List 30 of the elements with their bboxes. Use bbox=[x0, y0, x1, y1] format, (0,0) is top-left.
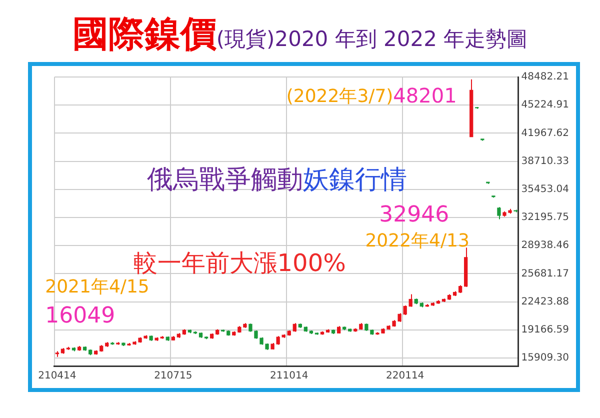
candlestick bbox=[497, 206, 501, 220]
annotation: 48201 bbox=[393, 83, 457, 108]
annotation: 較一年前大漲100% bbox=[133, 249, 346, 278]
y-tick-label: 22423.88 bbox=[521, 296, 570, 308]
annotation: 俄烏戰爭觸動 bbox=[147, 164, 304, 195]
chart-subtitle: (現貨)2020 年到 2022 年走勢圖 bbox=[216, 27, 528, 51]
x-tick-label: 210715 bbox=[154, 370, 192, 382]
annotation: (2022年3/7) bbox=[286, 86, 394, 107]
annotation: 2021年4/15 bbox=[45, 276, 150, 298]
y-tick-label: 19166.59 bbox=[521, 324, 570, 336]
x-tick-label: 210414 bbox=[38, 370, 76, 382]
y-tick-label: 38710.33 bbox=[521, 156, 570, 167]
y-tick-label: 25681.17 bbox=[521, 268, 570, 280]
candlestick bbox=[408, 294, 412, 308]
candlestick bbox=[403, 304, 407, 316]
y-tick-label: 41967.62 bbox=[521, 128, 570, 139]
y-tick-label: 28938.46 bbox=[521, 240, 570, 252]
annotation: 16049 bbox=[45, 304, 116, 329]
x-tick-label: 220114 bbox=[386, 370, 424, 382]
y-tick-label: 45224.91 bbox=[521, 100, 570, 111]
y-tick-label: 35453.04 bbox=[521, 184, 570, 196]
annotation: 32946 bbox=[379, 202, 450, 228]
chart-title: 國際鎳價 bbox=[72, 14, 216, 55]
x-tick-label: 211014 bbox=[270, 370, 308, 382]
y-tick-label: 48482.21 bbox=[521, 72, 570, 83]
y-tick-label: 32195.75 bbox=[521, 212, 570, 224]
annotation: 2022年4/13 bbox=[365, 230, 470, 252]
annotation: 妖鎳行情 bbox=[303, 164, 408, 195]
border-frame: 210414 210715 211014 220114 48482.21 45224.91 41967.62 38710.33 35453.04 32195.75 28938.46 25681.17 22423.88 19166.59 15909.30 2021年4/15 16049 (2022年3/7)48201 俄烏戰爭觸動妖鎳行情 較一年前大漲100% 2022年4/13 32946 bbox=[28, 62, 580, 392]
y-tick-label: 15909.30 bbox=[521, 352, 570, 364]
